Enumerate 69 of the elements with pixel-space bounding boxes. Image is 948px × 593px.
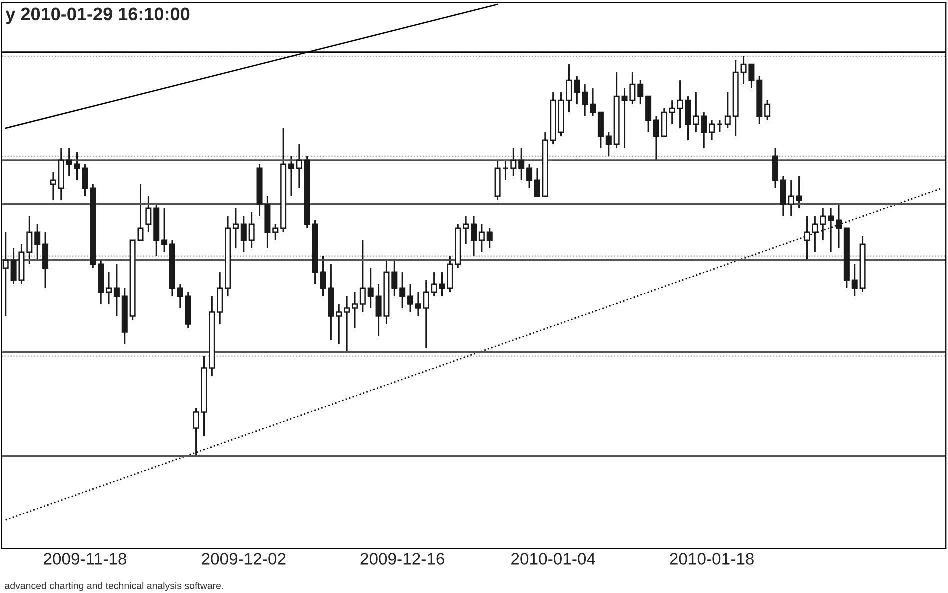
candlestick <box>34 224 41 262</box>
candlestick <box>788 180 794 218</box>
candlestick <box>724 92 731 130</box>
candlestick <box>177 284 184 310</box>
x-tick-label: 2009-11-18 <box>44 553 126 565</box>
candlestick <box>693 92 700 134</box>
candlestick <box>820 208 826 242</box>
candlestick <box>240 216 247 254</box>
candlestick <box>716 120 723 134</box>
candlestick <box>288 156 295 198</box>
candlestick <box>772 148 779 190</box>
candlestick <box>638 80 644 106</box>
candlestick <box>146 196 152 234</box>
x-tick-label: 2009-12-02 <box>202 553 286 565</box>
candlestick <box>352 292 358 330</box>
candlestick <box>431 272 438 298</box>
candlestick <box>510 148 517 178</box>
candlestick <box>709 120 716 142</box>
candlestick <box>646 96 652 134</box>
candlestick <box>400 272 406 310</box>
candlestick <box>669 100 676 126</box>
candlestick <box>764 100 771 122</box>
x-tick-label: 2009-12-16 <box>360 553 444 565</box>
chart-title: y 2010-01-29 16:10:00 <box>6 8 190 24</box>
candlestick <box>582 84 588 118</box>
candlestick <box>852 264 858 298</box>
candlestick <box>66 148 72 178</box>
candlestick <box>796 176 802 210</box>
candlestick <box>598 112 604 150</box>
x-tick-label: 2010-01-04 <box>512 553 596 565</box>
candlestick <box>296 144 302 190</box>
candlestick <box>26 216 33 266</box>
candlestick <box>661 108 668 138</box>
candlestick <box>463 216 470 246</box>
candlestick <box>534 168 540 198</box>
candlestick <box>368 268 374 310</box>
candlestick <box>392 260 398 298</box>
x-tick-label: 2010-01-18 <box>670 553 754 565</box>
candlestick <box>162 208 168 254</box>
candlestick <box>653 116 660 162</box>
candlestick <box>248 212 255 250</box>
candlestick <box>478 224 485 254</box>
candlestick <box>2 232 9 318</box>
candlestick <box>828 208 834 254</box>
candlestick <box>344 296 350 354</box>
candlestick <box>42 232 49 290</box>
candlestick <box>272 224 279 242</box>
candlestick <box>780 176 786 218</box>
candlestick <box>336 304 342 346</box>
candlestick <box>470 216 478 258</box>
candlestick <box>217 272 224 326</box>
candlestick <box>114 264 120 318</box>
candlestick <box>836 204 842 250</box>
candlestick <box>360 240 366 314</box>
candlestick <box>502 160 509 182</box>
candlestick <box>232 208 239 250</box>
candlestick <box>408 284 414 314</box>
candlestick <box>415 292 422 318</box>
candlestick <box>423 280 430 350</box>
candlestick <box>518 148 525 182</box>
candlestick <box>486 228 493 250</box>
candlestick <box>50 172 56 202</box>
text: advanced charting and technical analysis software. <box>5 582 224 592</box>
candlestick <box>590 88 596 118</box>
candlestick <box>106 272 112 306</box>
candlestick <box>526 164 533 190</box>
candlestick <box>701 112 708 150</box>
candlestick <box>574 76 580 106</box>
candlestick <box>606 132 612 158</box>
